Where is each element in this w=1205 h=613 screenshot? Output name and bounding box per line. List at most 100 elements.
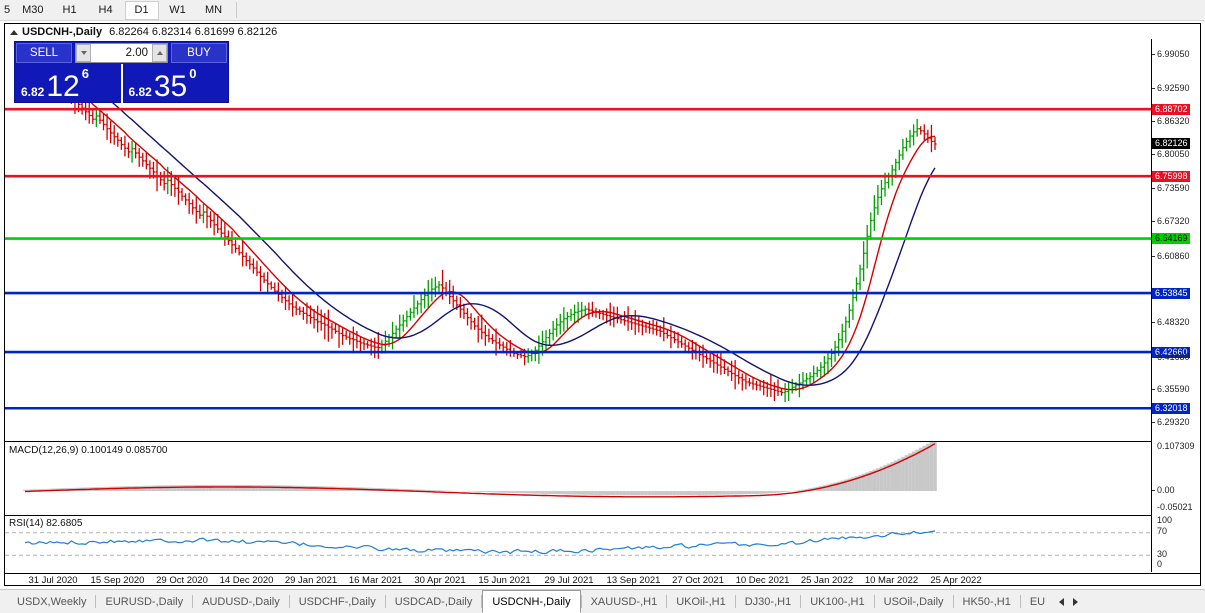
collapse-arrow-icon[interactable] xyxy=(9,27,19,37)
toolbar-divider xyxy=(235,2,237,18)
chart-window: USDCNH-,Daily 6.82264 6.82314 6.81699 6.… xyxy=(4,23,1201,586)
macd-tick-0.107309: 0.107309 xyxy=(1157,441,1195,451)
date-tick-13-Sep-2021: 13 Sep 2021 xyxy=(606,575,661,586)
sell-price[interactable]: 6.82 12 6 xyxy=(15,64,121,103)
tab-divider xyxy=(384,595,386,608)
timeframe-button-m30[interactable]: M30 xyxy=(22,4,44,16)
date-tick-14-Dec-2020: 14 Dec 2020 xyxy=(219,575,274,586)
triangle-right-icon xyxy=(1072,597,1078,606)
chart-tab-uk100-h1[interactable]: UK100-,H1 xyxy=(810,595,865,608)
price-tick-6.53845: 6.53845 xyxy=(1152,287,1190,299)
volume-stepper[interactable]: 2.00 xyxy=(75,43,168,63)
macd-label: MACD(12,26,9) 0.100149 0.085700 xyxy=(9,445,168,456)
price-tick-6.73590: 6.73590 xyxy=(1152,183,1190,194)
date-tick-10-Mar-2022: 10 Mar 2022 xyxy=(864,575,919,586)
tab-divider xyxy=(952,595,954,608)
chart-tab-usdchf-daily[interactable]: USDCHF-,Daily xyxy=(298,595,376,608)
date-tick-15-Jun-2021: 15 Jun 2021 xyxy=(478,575,531,586)
chart-symbol-label: USDCNH-,Daily xyxy=(22,25,103,38)
volume-decrease-button[interactable] xyxy=(76,44,91,62)
chart-tab-usdcad-daily[interactable]: USDCAD-,Daily xyxy=(394,595,473,608)
rsi-plot xyxy=(5,530,1151,556)
timeframe-button-h4[interactable]: H4 xyxy=(98,4,113,16)
chart-tab-bar: USDX,Weekly EURUSD-,Daily AUDUSD-,Daily USD… xyxy=(0,589,1205,613)
price-tick-6.86320: 6.86320 xyxy=(1152,116,1190,127)
buy-price[interactable]: 6.82 35 0 xyxy=(120,64,229,104)
tab-divider xyxy=(666,595,668,608)
sell-button[interactable]: SELL xyxy=(16,43,72,63)
rsi-tick-70: 70 xyxy=(1157,526,1168,537)
buy-price-fraction: 0 xyxy=(189,66,197,81)
chart-tab-audusd-daily[interactable]: AUDUSD-,Daily xyxy=(202,595,280,608)
price-tick-6.42660: 6.42660 xyxy=(1152,346,1190,358)
date-tick-27-Oct-2021: 27 Oct 2021 xyxy=(672,575,724,586)
chevron-up-icon xyxy=(156,51,163,55)
timeframe-button-mn[interactable]: MN xyxy=(204,4,223,16)
oct-controls-row: SELL 2.00 BUY xyxy=(15,42,228,64)
price-tick-6.82126: 6.82126 xyxy=(1152,138,1190,150)
rsi-tick-100: 100 xyxy=(1157,515,1173,525)
chart-tab-ukoil-h1[interactable]: UKOil-,H1 xyxy=(676,595,726,608)
macd-pane[interactable]: MACD(12,26,9) 0.100149 0.085700 xyxy=(5,441,1151,514)
price-tick-6.48320: 6.48320 xyxy=(1152,317,1190,328)
chart-ohlc-values: 6.82264 6.82314 6.81699 6.82126 xyxy=(109,25,278,38)
price-axis-scale[interactable]: 6.99050 6.92590 6.88702 6.86320 6.82126 6.800… xyxy=(1152,39,1201,440)
timeframe-button-w1[interactable]: W1 xyxy=(169,4,186,16)
ma-slow-line xyxy=(95,88,936,386)
tab-divider xyxy=(288,595,290,608)
date-tick-29-Jan-2021: 29 Jan 2021 xyxy=(284,575,338,586)
triangle-left-icon xyxy=(1058,597,1064,606)
sell-price-mid: 12 xyxy=(46,70,80,104)
price-tick-6.41680: 6.41680 xyxy=(1152,352,1190,363)
tab-divider xyxy=(734,595,736,608)
date-tick-31-Jul-2020: 31 Jul 2020 xyxy=(28,575,78,586)
tab-divider xyxy=(1019,595,1021,608)
chart-tab-usoil-daily[interactable]: USOil-,Daily xyxy=(883,595,944,608)
price-tick-6.32018: 6.32018 xyxy=(1152,402,1190,414)
macd-signal-line xyxy=(24,443,936,498)
tab-scroll-right-icon[interactable] xyxy=(1068,592,1082,612)
tab-scroll-left-icon[interactable] xyxy=(1054,592,1068,612)
price-tick-6.60860: 6.60860 xyxy=(1152,251,1190,262)
tab-divider xyxy=(800,595,802,608)
volume-increase-button[interactable] xyxy=(152,44,167,62)
macd-plot xyxy=(23,442,937,498)
chart-tab-dj30-h1[interactable]: DJ30-,H1 xyxy=(744,595,792,608)
chart-tab-hk50-h1[interactable]: HK50-,H1 xyxy=(962,595,1011,608)
rsi-axis-scale: 100 70 30 0 xyxy=(1152,515,1201,572)
buy-price-mid: 35 xyxy=(153,70,188,104)
chart-tab-xauusd-h1[interactable]: XAUUSD-,H1 xyxy=(590,595,658,608)
price-chart-pane[interactable] xyxy=(5,39,1151,440)
rsi-label: RSI(14) 82.6805 xyxy=(9,518,83,529)
price-plot xyxy=(5,44,1151,410)
timeframe-button-5[interactable]: 5 xyxy=(4,4,11,16)
chevron-down-icon xyxy=(80,51,87,55)
date-tick-30-Apr-2021: 30 Apr 2021 xyxy=(414,575,466,586)
chart-tab-usdx-weekly[interactable]: USDX,Weekly xyxy=(17,595,87,608)
sell-price-fraction: 6 xyxy=(81,66,89,81)
tab-divider xyxy=(580,595,582,608)
volume-input[interactable]: 2.00 xyxy=(91,44,152,62)
buy-button[interactable]: BUY xyxy=(171,43,227,63)
price-tick-6.88702: 6.88702 xyxy=(1152,103,1190,115)
date-axis-scale[interactable]: 31 Jul 2020 15 Sep 2020 29 Oct 2020 14 Dec … xyxy=(5,573,1201,586)
date-tick-15-Sep-2020: 15 Sep 2020 xyxy=(90,575,145,586)
date-tick-29-Jul-2021: 29 Jul 2021 xyxy=(544,575,594,586)
date-tick-25-Apr-2022: 25 Apr 2022 xyxy=(930,575,982,586)
date-tick-10-Dec-2021: 10 Dec 2021 xyxy=(735,575,790,586)
macd-axis-scale: 0.107309 0.00 -0.05021 xyxy=(1152,441,1201,514)
ma-fast-line xyxy=(53,70,936,391)
price-tick-6.64169: 6.64169 xyxy=(1152,233,1190,245)
rsi-pane[interactable]: RSI(14) 82.6805 xyxy=(5,515,1151,572)
timeframe-button-h1[interactable]: H1 xyxy=(62,4,77,16)
chart-tab-eu[interactable]: EU xyxy=(1029,595,1046,608)
rsi-tick-30: 30 xyxy=(1157,548,1168,559)
macd-tick-0.00: 0.00 xyxy=(1152,485,1175,496)
timeframe-button-d1[interactable]: D1 xyxy=(124,0,159,20)
chart-tab-usdcnh-daily[interactable]: USDCNH-,Daily xyxy=(482,590,581,613)
chart-tab-eurusd-daily[interactable]: EURUSD-,Daily xyxy=(105,595,184,608)
macd-tick--0.05021: -0.05021 xyxy=(1157,502,1193,512)
price-tick-6.29320: 6.29320 xyxy=(1152,417,1190,428)
tab-divider xyxy=(873,595,875,608)
